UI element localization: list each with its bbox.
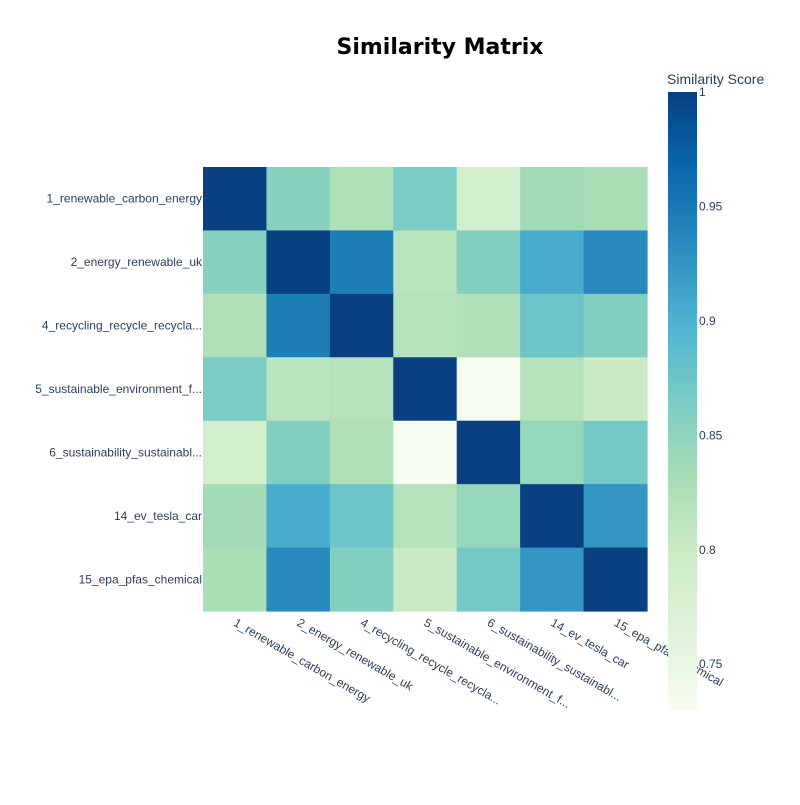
heatmap-cell-5-2[interactable] xyxy=(266,420,331,485)
y-tick-label: 1_renewable_carbon_energy xyxy=(47,192,202,206)
heatmap-cell-3-4[interactable] xyxy=(393,293,458,358)
heatmap-cell-4-7[interactable] xyxy=(583,357,648,422)
heatmap-cell-6-7[interactable] xyxy=(583,484,648,549)
heatmap-cell-6-6[interactable] xyxy=(520,484,585,549)
heatmap-cell-4-1[interactable] xyxy=(203,357,268,422)
heatmap-cell-5-1[interactable] xyxy=(203,420,268,485)
heatmap-cell-1-7[interactable] xyxy=(583,167,648,232)
heatmap-cell-3-7[interactable] xyxy=(583,293,648,358)
heatmap-cell-4-3[interactable] xyxy=(329,357,394,422)
colorbar-tick-label: 0.8 xyxy=(699,543,716,557)
colorbar: Similarity Score 0.75 0.8 0.85 0.9 0.95 1 xyxy=(667,71,764,710)
heatmap-cell-7-6[interactable] xyxy=(520,547,585,612)
colorbar-tick-label: 0.85 xyxy=(699,428,723,442)
y-axis-tick-labels: 1_renewable_carbon_energy 2_energy_renewa… xyxy=(35,192,203,587)
heatmap-cell-2-5[interactable] xyxy=(456,230,521,295)
heatmap-cell-4-2[interactable] xyxy=(266,357,331,422)
heatmap-cell-1-4[interactable] xyxy=(393,167,458,232)
y-tick-label: 15_epa_pfas_chemical xyxy=(79,572,202,586)
heatmap-cell-1-3[interactable] xyxy=(329,167,394,232)
heatmap-cell-6-1[interactable] xyxy=(203,484,268,549)
colorbar-bar xyxy=(668,92,697,710)
heatmap-cell-4-5[interactable] xyxy=(456,357,521,422)
heatmap-cell-3-5[interactable] xyxy=(456,293,521,358)
colorbar-ticks: 0.75 0.8 0.85 0.9 0.95 1 xyxy=(699,85,723,671)
y-tick-label: 2_energy_renewable_uk xyxy=(71,255,203,269)
colorbar-title: Similarity Score xyxy=(667,71,764,87)
heatmap-cell-6-5[interactable] xyxy=(456,484,521,549)
heatmap-cells xyxy=(203,167,648,612)
chart-title: Similarity Matrix xyxy=(337,35,544,60)
y-tick-label: 4_recycling_recycle_recycla... xyxy=(42,319,202,333)
colorbar-tick-label: 1 xyxy=(699,85,706,99)
heatmap-cell-7-3[interactable] xyxy=(329,547,394,612)
heatmap-cell-2-3[interactable] xyxy=(329,230,394,295)
x-axis-tick-labels: 1_renewable_carbon_energy2_energy_renewa… xyxy=(231,615,725,711)
y-tick-label: 14_ev_tesla_car xyxy=(114,509,202,523)
heatmap-cell-7-5[interactable] xyxy=(456,547,521,612)
heatmap-cell-5-6[interactable] xyxy=(520,420,585,485)
heatmap-cell-7-1[interactable] xyxy=(203,547,268,612)
heatmap-cell-2-7[interactable] xyxy=(583,230,648,295)
heatmap-cell-3-6[interactable] xyxy=(520,293,585,358)
heatmap-cell-7-7[interactable] xyxy=(583,547,648,612)
heatmap-cell-4-4[interactable] xyxy=(393,357,458,422)
colorbar-tick-label: 0.75 xyxy=(699,657,723,671)
heatmap-cell-2-1[interactable] xyxy=(203,230,268,295)
heatmap-cell-1-5[interactable] xyxy=(456,167,521,232)
heatmap-cell-7-2[interactable] xyxy=(266,547,331,612)
heatmap-cell-3-3[interactable] xyxy=(329,293,394,358)
heatmap-cell-2-4[interactable] xyxy=(393,230,458,295)
heatmap-cell-6-3[interactable] xyxy=(329,484,394,549)
heatmap-cell-6-4[interactable] xyxy=(393,484,458,549)
heatmap-cell-1-1[interactable] xyxy=(203,167,268,232)
heatmap-cell-2-6[interactable] xyxy=(520,230,585,295)
heatmap-cell-4-6[interactable] xyxy=(520,357,585,422)
y-tick-label: 6_sustainability_sustainabl... xyxy=(49,445,202,459)
heatmap-cell-5-5[interactable] xyxy=(456,420,521,485)
y-tick-label: 5_sustainable_environment_f... xyxy=(35,382,202,396)
colorbar-tick-label: 0.9 xyxy=(699,314,716,328)
heatmap-cell-3-2[interactable] xyxy=(266,293,331,358)
heatmap-cell-5-7[interactable] xyxy=(583,420,648,485)
heatmap-cell-1-6[interactable] xyxy=(520,167,585,232)
heatmap-cell-3-1[interactable] xyxy=(203,293,268,358)
heatmap-cell-1-2[interactable] xyxy=(266,167,331,232)
heatmap-cell-6-2[interactable] xyxy=(266,484,331,549)
heatmap-cell-5-4[interactable] xyxy=(393,420,458,485)
heatmap-cell-7-4[interactable] xyxy=(393,547,458,612)
heatmap-cell-2-2[interactable] xyxy=(266,230,331,295)
heatmap-cell-5-3[interactable] xyxy=(329,420,394,485)
colorbar-tick-label: 0.95 xyxy=(699,199,723,213)
